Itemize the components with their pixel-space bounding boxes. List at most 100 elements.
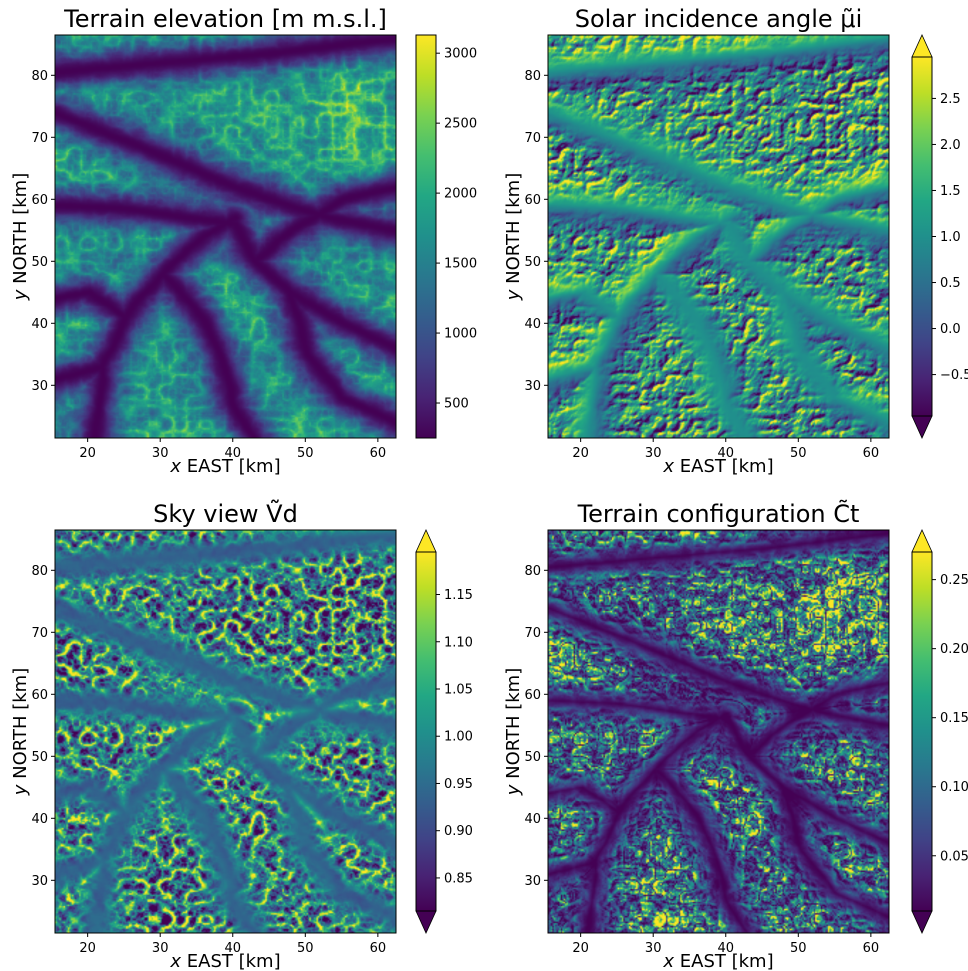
- colorbar-tick-label: 1500: [444, 257, 477, 272]
- x-axis-label: x EAST [km]: [169, 951, 280, 971]
- y-tick-label: 60: [524, 688, 541, 703]
- y-tick-label: 70: [31, 131, 48, 146]
- y-tick-label: 30: [524, 379, 541, 394]
- colorbar-tick-label: 1.15: [444, 588, 473, 603]
- y-tick-label: 40: [31, 812, 48, 827]
- panel-title: Sky view Ṽd: [153, 498, 298, 528]
- colorbar: [416, 552, 436, 911]
- panel-elevation: 20 30 40 50 60 30 40 50 60 70 80 Terrain elevation …: [10, 5, 477, 477]
- y-tick-label: 70: [31, 626, 48, 641]
- heatmap-image: [55, 530, 396, 933]
- x-tick-label: 60: [863, 446, 880, 461]
- x-tick-label: 60: [370, 446, 387, 461]
- colorbar-extend-max: [911, 529, 933, 553]
- axes-frame: [54, 34, 397, 439]
- colorbar-tick-label: 500: [444, 397, 469, 412]
- y-tick-label: 60: [31, 193, 48, 208]
- x-tick-label: 20: [572, 446, 589, 461]
- x-axis-label: x EAST [km]: [662, 456, 773, 477]
- y-tick-label: 80: [31, 564, 48, 579]
- heatmap-image: [548, 530, 889, 933]
- y-tick-label: 30: [31, 379, 48, 394]
- colorbar-tick-label: 2.5: [940, 92, 961, 107]
- x-tick-label: 50: [297, 446, 314, 461]
- colorbar-tick-label: 0.95: [444, 777, 473, 792]
- x-tick-label: 40: [717, 941, 734, 956]
- colorbar-tick-label: 1.05: [444, 682, 473, 697]
- heatmap-image: [548, 35, 889, 438]
- x-tick-label: 60: [370, 941, 387, 956]
- colorbar-tick-label: 1.10: [444, 635, 473, 650]
- colorbar-tick-label: 1.00: [444, 730, 473, 745]
- y-tick-label: 60: [31, 688, 48, 703]
- panel-skyview: 20 30 40 50 60 30 40 50 60 70 80 Sky view Ṽd x EAST …: [10, 498, 473, 971]
- x-tick-label: 20: [79, 446, 96, 461]
- y-axis-label: y NORTH [km]: [10, 668, 31, 796]
- colorbar: [912, 552, 932, 911]
- colorbar-tick-label: 1000: [444, 327, 477, 342]
- y-tick-label: 50: [31, 750, 48, 765]
- colorbar-tick-label: 2500: [444, 117, 477, 132]
- x-axis-label: x EAST [km]: [169, 456, 280, 477]
- colorbar-tick-label: 0.05: [940, 849, 968, 864]
- x-tick-label: 40: [224, 941, 241, 956]
- y-tick-label: 80: [524, 69, 541, 84]
- colorbar: [912, 57, 932, 416]
- x-tick-label: 20: [572, 941, 589, 956]
- colorbar-extend-min: [911, 910, 933, 934]
- y-tick-label: 70: [524, 626, 541, 641]
- colorbar-frame: [415, 34, 437, 439]
- colorbar-tick-label: 0.5: [940, 276, 961, 291]
- y-axis-label: y NORTH [km]: [10, 173, 31, 301]
- colorbar-tick-label: 0.15: [940, 711, 968, 726]
- x-tick-label: 30: [645, 941, 662, 956]
- heatmap-image: [55, 35, 396, 438]
- y-axis-label: y NORTH [km]: [503, 173, 524, 301]
- colorbar-tick-label: 1.0: [940, 230, 961, 245]
- axes-frame: [547, 34, 890, 439]
- y-tick-label: 30: [524, 874, 541, 889]
- x-tick-label: 40: [224, 446, 241, 461]
- colorbar-frame: [911, 551, 933, 912]
- y-tick-label: 50: [524, 255, 541, 270]
- colorbar-tick-label: 3000: [444, 47, 477, 62]
- x-tick-label: 30: [152, 941, 169, 956]
- panel-title: Terrain elevation [m m.s.l.]: [63, 5, 387, 33]
- colorbar-frame: [415, 551, 437, 912]
- x-tick-label: 50: [790, 446, 807, 461]
- colorbar-extend-min: [911, 415, 933, 439]
- colorbar-tick-label: 1.5: [940, 184, 961, 199]
- y-tick-label: 50: [524, 750, 541, 765]
- colorbar-tick-label: 0.90: [444, 824, 473, 839]
- colorbar-tick-label: 0.20: [940, 642, 968, 657]
- y-tick-label: 80: [524, 564, 541, 579]
- colorbar-tick-label: −0.5: [940, 368, 968, 383]
- x-axis-label: x EAST [km]: [662, 951, 773, 971]
- y-tick-label: 40: [524, 812, 541, 827]
- colorbar-tick-label: 0.0: [940, 322, 961, 337]
- x-tick-label: 30: [152, 446, 169, 461]
- panel-title: Terrain configuration C̃t: [577, 500, 860, 528]
- y-tick-label: 50: [31, 255, 48, 270]
- colorbar-extend-min: [415, 910, 437, 934]
- y-tick-label: 60: [524, 193, 541, 208]
- colorbar-tick-label: 0.85: [444, 871, 473, 886]
- x-tick-label: 40: [717, 446, 734, 461]
- y-axis-label: y NORTH [km]: [503, 668, 524, 796]
- colorbar-tick-label: 0.10: [940, 780, 968, 795]
- y-tick-label: 70: [524, 131, 541, 146]
- panel-terrainconfig: 20 30 40 50 60 30 40 50 60 70 80 Terrain configurat…: [503, 500, 968, 971]
- y-tick-label: 40: [31, 317, 48, 332]
- y-tick-label: 40: [524, 317, 541, 332]
- x-tick-label: 60: [863, 941, 880, 956]
- x-tick-label: 20: [79, 941, 96, 956]
- colorbar-extend-max: [415, 529, 437, 553]
- panel-title: Solar incidence angle μ̃i: [575, 5, 862, 33]
- y-tick-label: 80: [31, 69, 48, 84]
- colorbar-tick-label: 0.25: [940, 573, 968, 588]
- x-tick-label: 30: [645, 446, 662, 461]
- colorbar-tick-label: 2000: [444, 187, 477, 202]
- x-tick-label: 50: [297, 941, 314, 956]
- x-tick-label: 50: [790, 941, 807, 956]
